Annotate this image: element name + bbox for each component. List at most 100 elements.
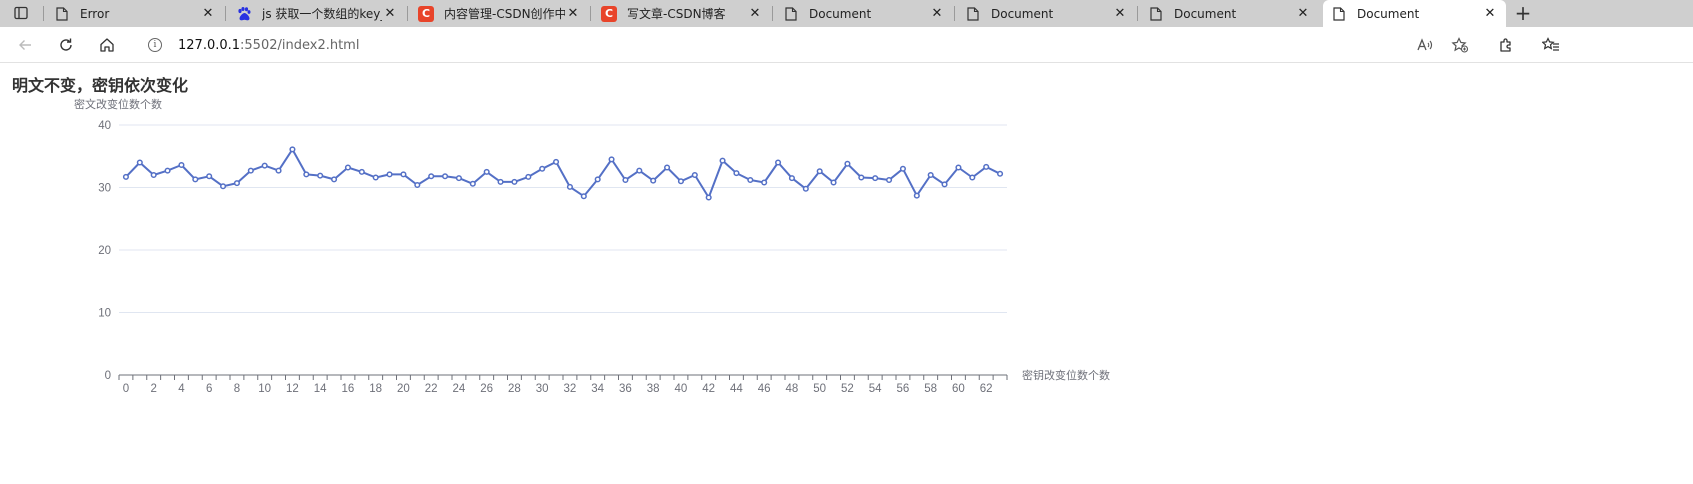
data-point [775, 159, 782, 166]
tab-label: js 获取一个数组的key_百 [262, 7, 382, 21]
browser-tab[interactable]: js 获取一个数组的key_百✕ [228, 0, 406, 27]
browser-tab[interactable]: C 写文章-CSDN博客 ✕ [593, 0, 771, 27]
data-point [677, 178, 684, 185]
home-button[interactable] [94, 33, 120, 57]
favorites-button[interactable] [1538, 33, 1564, 57]
tab-close-icon[interactable]: ✕ [202, 6, 214, 21]
tab-label: Error [80, 6, 110, 21]
data-point [497, 178, 504, 185]
data-point [636, 167, 643, 174]
data-point [622, 176, 629, 184]
data-point [941, 181, 948, 188]
x-tick-label: 58 [924, 383, 937, 395]
add-favorite-button[interactable] [1447, 33, 1473, 57]
x-tick-label: 10 [258, 383, 271, 395]
x-tick-label: 2 [150, 383, 156, 395]
puzzle-icon [1500, 38, 1511, 52]
site-info-icon[interactable]: i [148, 38, 162, 52]
x-tick-label: 46 [758, 383, 771, 395]
data-point [275, 167, 282, 174]
tab-label: 写文章-CSDN博客 [627, 7, 726, 21]
browser-tab[interactable]: Document ✕ [1323, 0, 1506, 27]
tab-actions-icon[interactable] [9, 2, 33, 24]
browser-tab[interactable]: Error ✕ [46, 0, 224, 27]
x-tick-label: 50 [813, 383, 826, 395]
data-point [386, 171, 393, 178]
x-tick-label: 24 [453, 383, 466, 395]
data-point [164, 167, 171, 174]
extensions-button[interactable] [1493, 33, 1519, 57]
x-tick-label: 42 [702, 383, 715, 395]
tab-close-icon[interactable]: ✕ [567, 6, 579, 21]
new-tab-button[interactable]: + [1511, 1, 1535, 25]
tab-strip: Error✕js 获取一个数组的key_百✕C内容管理-CSDN创作中心✕C写文… [0, 0, 1693, 27]
data-point [761, 179, 768, 186]
plus-icon: + [1514, 1, 1532, 25]
data-point [747, 176, 754, 184]
tab-close-icon[interactable]: ✕ [749, 6, 761, 21]
x-tick-label: 38 [647, 383, 660, 395]
data-point [802, 185, 809, 192]
url-path: :5502/index2.html [240, 37, 360, 53]
refresh-icon [60, 38, 72, 51]
y-tick-label: 30 [98, 183, 111, 195]
tab-label: Document [809, 6, 872, 21]
document-icon [965, 6, 981, 22]
browser-tab[interactable]: Document ✕ [775, 0, 953, 27]
document-icon [1148, 6, 1164, 22]
data-point [261, 162, 268, 169]
address-bar[interactable]: i 127.0.0.1:5502/index2.html [148, 31, 1528, 59]
data-point [122, 173, 129, 180]
x-tick-label: 36 [619, 383, 632, 395]
data-point [469, 180, 476, 187]
data-point [539, 165, 546, 172]
data-point [553, 158, 560, 165]
x-tick-label: 60 [952, 383, 965, 395]
read-aloud-icon [1417, 38, 1433, 51]
x-tick-label: 44 [730, 383, 743, 395]
data-point [816, 168, 823, 175]
x-tick-label: 18 [369, 383, 382, 395]
x-tick-label: 16 [342, 383, 355, 395]
x-tick-label: 40 [675, 383, 688, 395]
data-point [844, 160, 851, 167]
data-point [733, 170, 740, 177]
x-tick-label: 20 [397, 383, 410, 395]
data-point [178, 161, 185, 169]
data-point [192, 176, 199, 183]
favorites-icon [1542, 37, 1559, 51]
tab-close-icon[interactable]: ✕ [384, 6, 396, 21]
data-point [331, 176, 338, 183]
back-button[interactable] [12, 33, 38, 57]
tab-close-icon[interactable]: ✕ [931, 6, 943, 21]
refresh-button[interactable] [53, 33, 79, 57]
page-title: 明文不变，密钥依次变化 [12, 76, 189, 95]
x-tick-label: 30 [536, 383, 549, 395]
read-aloud-button[interactable] [1412, 33, 1438, 57]
x-tick-label: 22 [425, 383, 438, 395]
browser-tab[interactable]: Document ✕ [1140, 0, 1319, 27]
tab-close-icon[interactable]: ✕ [1484, 6, 1496, 21]
browser-tab[interactable]: C 内容管理-CSDN创作中心✕ [410, 0, 589, 27]
data-point [414, 181, 421, 189]
data-point [150, 171, 157, 179]
baidu-paw-icon [236, 6, 252, 22]
tab-separator [407, 6, 408, 21]
data-point [442, 173, 449, 180]
data-point [220, 183, 227, 190]
data-point [580, 193, 587, 200]
data-point [608, 156, 615, 163]
data-point [317, 172, 324, 179]
data-point [969, 174, 976, 181]
x-tick-label: 26 [480, 383, 493, 395]
address-toolbar: i 127.0.0.1:5502/index2.html [0, 27, 1693, 63]
browser-tab[interactable]: Document ✕ [957, 0, 1136, 27]
x-tick-label: 54 [869, 383, 882, 395]
data-point [788, 175, 795, 182]
tab-close-icon[interactable]: ✕ [1297, 6, 1309, 21]
tab-close-icon[interactable]: ✕ [1114, 6, 1126, 21]
data-point [247, 167, 254, 174]
tab-separator [772, 6, 773, 21]
data-point [289, 146, 296, 153]
x-tick-label: 52 [841, 383, 854, 395]
